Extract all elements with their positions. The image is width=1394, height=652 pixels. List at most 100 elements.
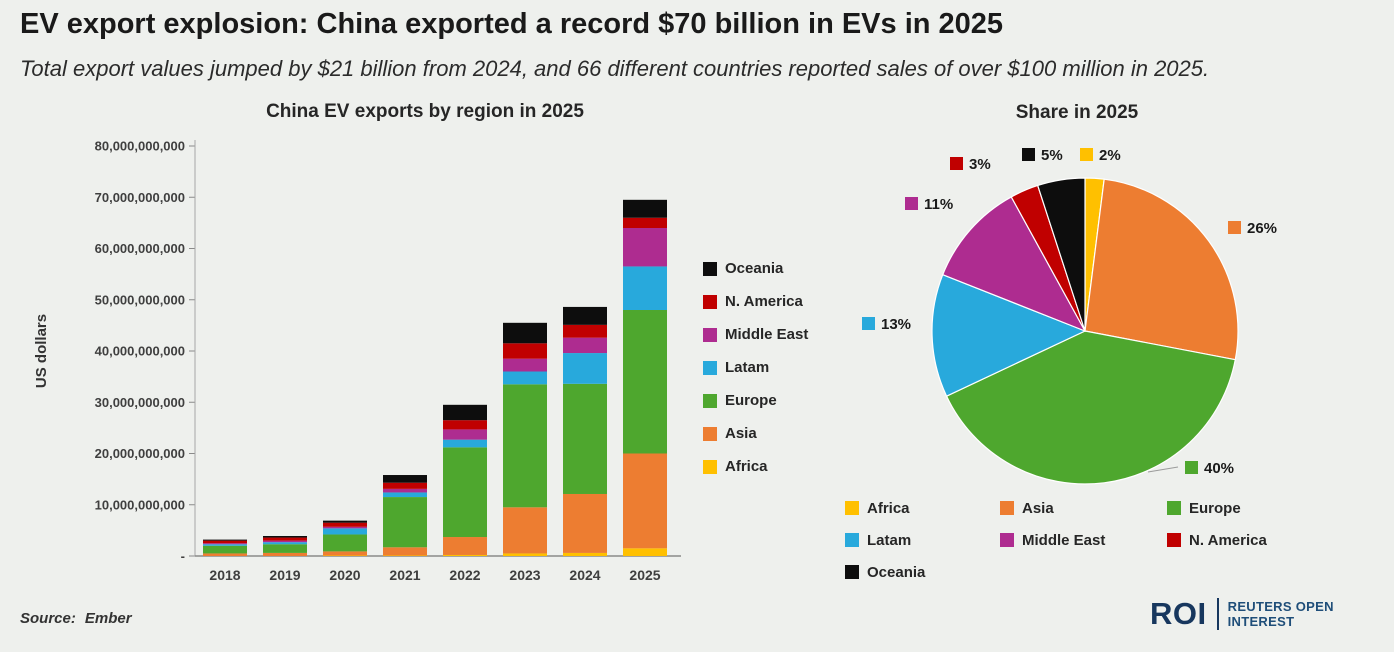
y-tick-label: 10,000,000,000: [95, 497, 185, 512]
bar-chart-title: China EV exports by region in 2025: [266, 101, 584, 122]
y-tick-label: 80,000,000,000: [95, 139, 185, 154]
pie-legend-item-africa: Africa: [845, 497, 1000, 519]
roi-logo-text: REUTERS OPEN INTEREST: [1228, 599, 1334, 629]
pie-label-oceania: 5%: [1041, 147, 1063, 164]
bar-segment-oceania-2018: [203, 539, 247, 541]
bar-segment-middle-east-2018: [203, 543, 247, 545]
pie-legend-item-n-america: N. America: [1167, 529, 1337, 551]
pie-label-n-america: 3%: [969, 156, 991, 173]
bar-segment-n-america-2021: [383, 482, 427, 489]
pie-label-europe: 40%: [1204, 460, 1234, 477]
pie-legend-swatch-middle-east: [1000, 533, 1014, 547]
roi-logo-line2: INTEREST: [1227, 614, 1295, 629]
bar-segment-asia-2020: [323, 551, 367, 556]
bar-segment-latam-2021: [383, 492, 427, 498]
x-tick-label: 2024: [569, 567, 600, 583]
bar-segment-latam-2024: [563, 353, 607, 384]
legend-swatch-latam: [703, 360, 717, 375]
legend-label-africa: Africa: [725, 458, 768, 475]
bar-segment-asia-2019: [263, 552, 307, 556]
bar-segment-latam-2023: [503, 371, 547, 385]
bar-segment-europe-2025: [623, 310, 667, 454]
legend-label-n-america: N. America: [725, 293, 803, 310]
pie-legend-swatch-africa: [845, 501, 859, 515]
legend-label-asia: Asia: [725, 425, 757, 442]
pie-slice-latam: [931, 273, 1087, 397]
bar-segment-n-america-2024: [563, 324, 607, 338]
pie-legend-swatch-n-america: [1167, 533, 1181, 547]
pie-legend-item-latam: Latam: [845, 529, 1000, 551]
bar-segment-africa-2022: [443, 554, 487, 556]
bar-segment-africa-2023: [503, 553, 547, 556]
y-tick-label: -: [181, 549, 185, 564]
bar-segment-oceania-2025: [623, 199, 667, 218]
bar-segment-middle-east-2024: [563, 337, 607, 354]
pie-legend-label-europe: Europe: [1189, 499, 1241, 517]
x-tick-label: 2021: [389, 567, 420, 583]
pie-chart-title: Share in 2025: [1015, 102, 1139, 123]
bar-segment-africa-2021: [383, 555, 427, 556]
pie-label-africa: 2%: [1099, 147, 1121, 164]
legend-item-oceania: Oceania: [703, 252, 808, 285]
bar-segment-n-america-2023: [503, 343, 547, 359]
pie-legend-label-n-america: N. America: [1189, 531, 1267, 549]
y-tick-label: 50,000,000,000: [95, 292, 185, 307]
pie-chart-legend: Africa Asia Europe Latam Middle East N. Ameri…: [845, 497, 1337, 583]
bar-segment-asia-2023: [503, 507, 547, 554]
page-subtitle: Total export values jumped by $21 billio…: [20, 56, 1210, 81]
y-axis-title: US dollars: [33, 314, 50, 388]
bar-segment-europe-2024: [563, 383, 607, 494]
legend-swatch-europe: [703, 393, 717, 408]
source-note: Source: Ember: [20, 610, 132, 627]
legend-swatch-n-america: [703, 294, 717, 309]
legend-label-oceania: Oceania: [725, 260, 784, 277]
legend-item-africa: Africa: [703, 450, 808, 483]
legend-swatch-africa: [703, 459, 717, 474]
x-tick-label: 2023: [509, 567, 540, 583]
source-value: Ember: [84, 610, 132, 627]
bar-segment-africa-2025: [623, 548, 667, 556]
pie-slice-asia: [1084, 178, 1239, 361]
bar-segment-latam-2020: [323, 528, 367, 535]
bar-segment-middle-east-2025: [623, 228, 667, 267]
legend-swatch-middle-east: [703, 327, 717, 342]
bar-segment-n-america-2020: [323, 522, 367, 527]
x-tick-label: 2018: [209, 567, 240, 583]
x-tick-label: 2020: [329, 567, 360, 583]
bar-segment-europe-2018: [203, 545, 247, 554]
bar-segment-latam-2022: [443, 439, 487, 448]
pie-legend-item-europe: Europe: [1167, 497, 1337, 519]
pie-label-swatch-asia: [1228, 221, 1241, 234]
legend-label-europe: Europe: [725, 392, 777, 409]
y-tick-label: 70,000,000,000: [95, 190, 185, 205]
legend-item-asia: Asia: [703, 417, 808, 450]
pie-legend-label-middle-east: Middle East: [1022, 531, 1106, 549]
pie-label-leader-line: [1147, 466, 1179, 473]
bar-segment-middle-east-2023: [503, 358, 547, 372]
pie-legend-label-latam: Latam: [867, 531, 912, 549]
bar-segment-middle-east-2019: [263, 540, 307, 543]
pie-legend-label-africa: Africa: [867, 499, 910, 517]
pie-legend-swatch-europe: [1167, 501, 1181, 515]
legend-item-middle-east: Middle East: [703, 318, 808, 351]
pie-slice-middle-east: [941, 196, 1087, 333]
pie-chart: 2% 26% 40% 13% 11% 3% 5%: [862, 147, 1277, 485]
pie-label-latam: 13%: [881, 316, 911, 333]
bar-segment-oceania-2022: [443, 404, 487, 421]
bar-chart: - 10,000,000,000 20,000,000,000 30,000,000,…: [33, 139, 681, 583]
x-tick-label: 2025: [629, 567, 660, 583]
bar-segment-asia-2025: [623, 453, 667, 549]
page-title: EV export explosion: China exported a re…: [20, 8, 1004, 40]
bar-segment-asia-2018: [203, 553, 247, 556]
bar-segment-europe-2022: [443, 447, 487, 538]
bar-segment-n-america-2018: [203, 540, 247, 544]
bar-segment-latam-2025: [623, 266, 667, 310]
bar-segment-middle-east-2021: [383, 488, 427, 493]
bar-segment-oceania-2020: [323, 520, 367, 523]
bar-segment-n-america-2019: [263, 537, 307, 541]
pie-legend-item-middle-east: Middle East: [1000, 529, 1167, 551]
legend-item-n-america: N. America: [703, 285, 808, 318]
bar-segment-n-america-2025: [623, 217, 667, 228]
pie-legend-item-asia: Asia: [1000, 497, 1167, 519]
pie-label-swatch-oceania: [1022, 148, 1035, 161]
